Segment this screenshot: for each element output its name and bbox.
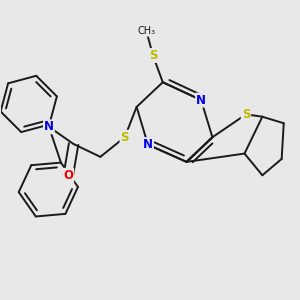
Text: CH₃: CH₃ <box>137 26 155 36</box>
Text: S: S <box>121 131 129 144</box>
Text: S: S <box>242 108 250 121</box>
Text: N: N <box>44 120 54 133</box>
Text: N: N <box>196 94 206 106</box>
Text: O: O <box>63 169 73 182</box>
Text: S: S <box>149 49 157 62</box>
Text: N: N <box>143 138 153 151</box>
